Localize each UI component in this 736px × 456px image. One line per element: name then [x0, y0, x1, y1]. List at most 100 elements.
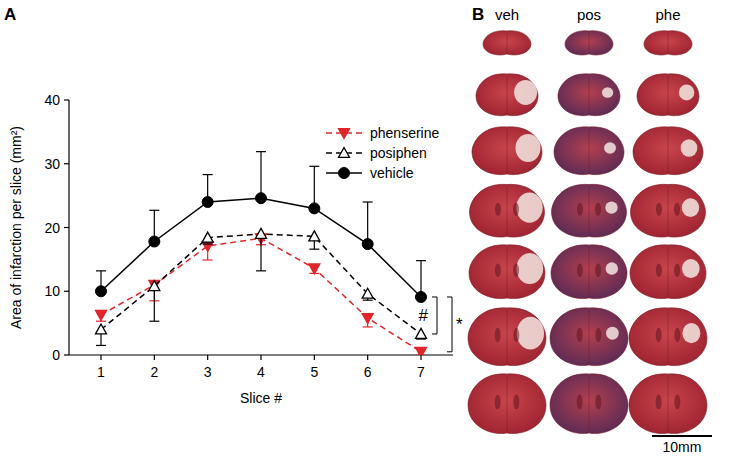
- error-stem: [260, 234, 261, 271]
- column-label: phe: [655, 6, 680, 23]
- infarct: [681, 139, 698, 157]
- ventricle: [513, 203, 519, 216]
- brain-slice: [558, 74, 620, 116]
- error-stem: [367, 202, 368, 244]
- panel-label: A: [4, 5, 16, 24]
- photo-panel: vehposphe10mm: [468, 6, 712, 455]
- tissue: [629, 374, 707, 434]
- y-tick: [64, 163, 69, 164]
- brain-slice: [469, 245, 545, 299]
- figure: AB0102030401234567Slice #Area of infarct…: [0, 0, 736, 456]
- brain-slice: [633, 127, 703, 175]
- ventricle: [577, 203, 583, 216]
- error-cap: [96, 270, 106, 271]
- point: [149, 236, 160, 247]
- legend-marker: [339, 148, 350, 158]
- infarct: [606, 262, 618, 274]
- midline: [589, 376, 590, 432]
- x-tick-label: 2: [150, 364, 158, 380]
- x-tick-label: 5: [310, 364, 318, 380]
- error-bar: [149, 286, 159, 321]
- ventricle: [595, 203, 601, 216]
- tissue: [631, 184, 706, 237]
- ventricle: [656, 203, 662, 216]
- y-axis-label: Area of infarction per slice (mm²): [8, 126, 24, 329]
- y-tick: [64, 354, 69, 355]
- midline: [668, 33, 669, 53]
- series-vehicle: [96, 152, 427, 303]
- tissue: [633, 127, 703, 175]
- midline: [507, 76, 508, 114]
- point: [416, 347, 427, 355]
- ventricle: [495, 328, 501, 342]
- ventricle: [674, 394, 680, 409]
- tissue: [554, 127, 624, 175]
- brain-slice: [550, 374, 628, 434]
- bracket: [432, 297, 437, 334]
- infarct: [679, 85, 694, 101]
- ventricle: [495, 263, 501, 276]
- infarct: [516, 253, 543, 284]
- bracket: [447, 297, 452, 352]
- error-cap: [149, 321, 159, 322]
- legend-label: phenserine: [370, 125, 439, 141]
- midline: [668, 310, 669, 364]
- y-tick-label: 10: [44, 283, 60, 299]
- ventricle: [495, 394, 501, 409]
- tissue: [630, 245, 706, 299]
- tissue: [476, 74, 538, 116]
- legend-label: posiphen: [370, 145, 427, 161]
- series-posiphen: [96, 228, 427, 345]
- brain-slice: [644, 31, 692, 55]
- x-tick-label: 7: [417, 364, 425, 380]
- panel-label: B: [472, 5, 484, 24]
- ventricle: [595, 394, 601, 409]
- ventricle: [495, 203, 501, 216]
- midline: [668, 76, 669, 114]
- infarct: [682, 198, 699, 217]
- series-phenserine: [96, 234, 427, 355]
- point: [149, 281, 160, 291]
- y-tick: [64, 227, 69, 228]
- brain-slice: [637, 74, 699, 116]
- y-tick-label: 20: [44, 220, 60, 236]
- infarct: [604, 142, 616, 154]
- midline: [668, 376, 669, 432]
- midline: [589, 247, 590, 297]
- midline: [589, 129, 590, 173]
- x-tick-label: 4: [257, 364, 265, 380]
- brain-slice: [629, 308, 707, 366]
- infarct: [602, 87, 613, 98]
- error-cap: [256, 270, 266, 271]
- point: [256, 193, 267, 204]
- error-cap: [203, 243, 213, 244]
- brain-slice: [631, 184, 706, 237]
- ventricle: [577, 263, 583, 276]
- scale-bar: [652, 435, 712, 437]
- tissue: [644, 31, 692, 55]
- legend-marker: [339, 168, 350, 179]
- point: [96, 324, 107, 334]
- tissue: [469, 245, 545, 299]
- x-tick: [260, 355, 261, 360]
- brain-slice: [483, 31, 531, 55]
- ventricle: [674, 328, 680, 342]
- error-stem: [154, 286, 155, 321]
- tissue: [550, 374, 628, 434]
- point: [362, 288, 373, 298]
- error-cap: [363, 300, 373, 301]
- column-label: veh: [495, 6, 519, 23]
- y-tick-label: 30: [44, 156, 60, 172]
- midline: [507, 247, 508, 297]
- error-cap: [309, 166, 319, 167]
- midline: [507, 129, 508, 173]
- tissue: [637, 74, 699, 116]
- point: [362, 239, 373, 250]
- ventricle: [513, 328, 519, 342]
- brain-slice: [554, 127, 624, 175]
- error-bar: [256, 152, 266, 199]
- midline: [668, 247, 669, 297]
- brain-slice: [470, 184, 545, 237]
- axes: 0102030401234567: [44, 92, 453, 380]
- ventricle: [674, 203, 680, 216]
